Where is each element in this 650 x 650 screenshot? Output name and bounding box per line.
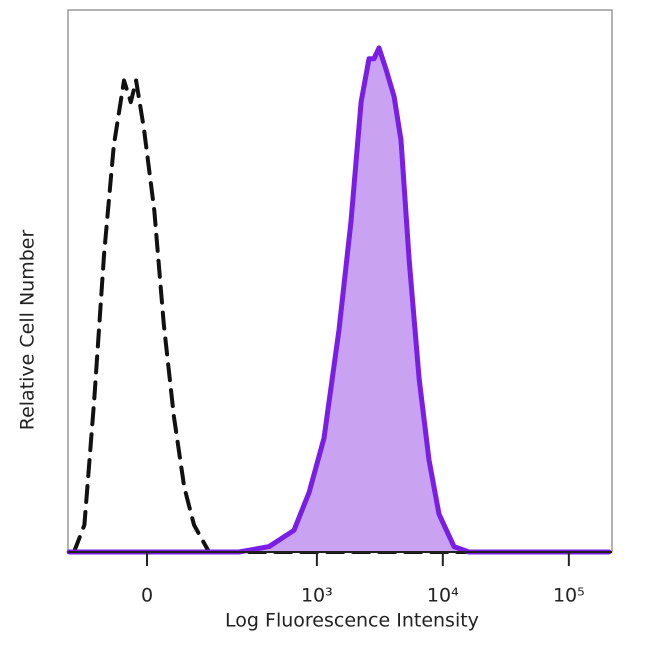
x-tick-label: 10⁵ [553, 585, 585, 607]
x-tick-label: 10³ [301, 585, 333, 607]
series-layer [66, 45, 612, 555]
series-line [66, 45, 612, 555]
x-tick-label: 10⁴ [427, 585, 459, 607]
x-tick-label: 0 [141, 585, 153, 607]
y-axis-label: Relative Cell Number [17, 230, 39, 431]
series-area [69, 47, 609, 553]
series-line [72, 78, 601, 554]
x-axis-label: Log Fluorescence Intensity [225, 610, 479, 632]
